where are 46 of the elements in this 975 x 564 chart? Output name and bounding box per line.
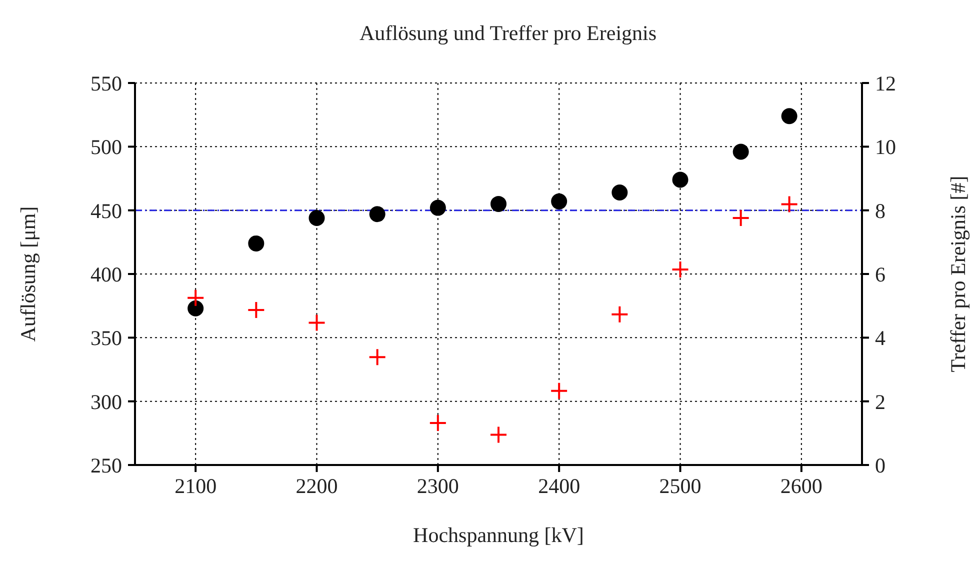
point <box>780 195 798 214</box>
point <box>428 414 447 432</box>
chart-title: Auflösung und Treffer pro Ereignis <box>359 21 657 45</box>
point <box>308 210 325 226</box>
point <box>430 200 446 216</box>
point <box>247 300 266 319</box>
point <box>781 108 798 124</box>
point <box>188 300 204 316</box>
point <box>490 196 506 212</box>
y-tick-label: 450 <box>90 198 122 223</box>
y2-tick-label: 10 <box>875 135 896 160</box>
point <box>369 206 386 222</box>
y2-tick-label: 8 <box>875 198 886 223</box>
point <box>248 235 264 252</box>
x-tick-label: 2600 <box>780 474 822 498</box>
point <box>308 314 326 332</box>
y2-tick-label: 0 <box>875 453 886 478</box>
point <box>551 193 568 210</box>
y2-tick-label: 6 <box>875 262 886 286</box>
y2-tick-label: 4 <box>875 326 886 350</box>
point <box>368 348 386 366</box>
x-tick-label: 2100 <box>174 474 217 498</box>
y2-tick-label: 12 <box>875 71 896 96</box>
y2-tick-label: 2 <box>875 390 886 414</box>
point <box>550 382 568 400</box>
x-tick-label: 2500 <box>659 474 702 498</box>
y-tick-label: 400 <box>90 262 122 286</box>
x-axis-title: Hochspannung [kV] <box>413 523 584 547</box>
x-tick-label: 2400 <box>538 474 580 498</box>
point <box>672 172 688 188</box>
y-tick-label: 250 <box>90 453 122 478</box>
x-tick-label: 2200 <box>296 474 338 498</box>
point <box>186 288 205 307</box>
point <box>610 305 629 324</box>
y-axis-title: Auflösung [μm] <box>16 206 40 342</box>
y2-axis-title: Treffer pro Ereignis [#] <box>946 176 970 372</box>
point <box>490 426 508 444</box>
x-tick-label: 2300 <box>416 474 459 498</box>
y-tick-label: 300 <box>90 390 122 414</box>
point <box>612 184 628 201</box>
point <box>732 144 749 160</box>
y-tick-label: 500 <box>90 135 122 160</box>
point <box>732 208 750 227</box>
point <box>671 260 690 279</box>
y-tick-label: 550 <box>90 71 122 96</box>
y-tick-label: 350 <box>90 326 122 350</box>
